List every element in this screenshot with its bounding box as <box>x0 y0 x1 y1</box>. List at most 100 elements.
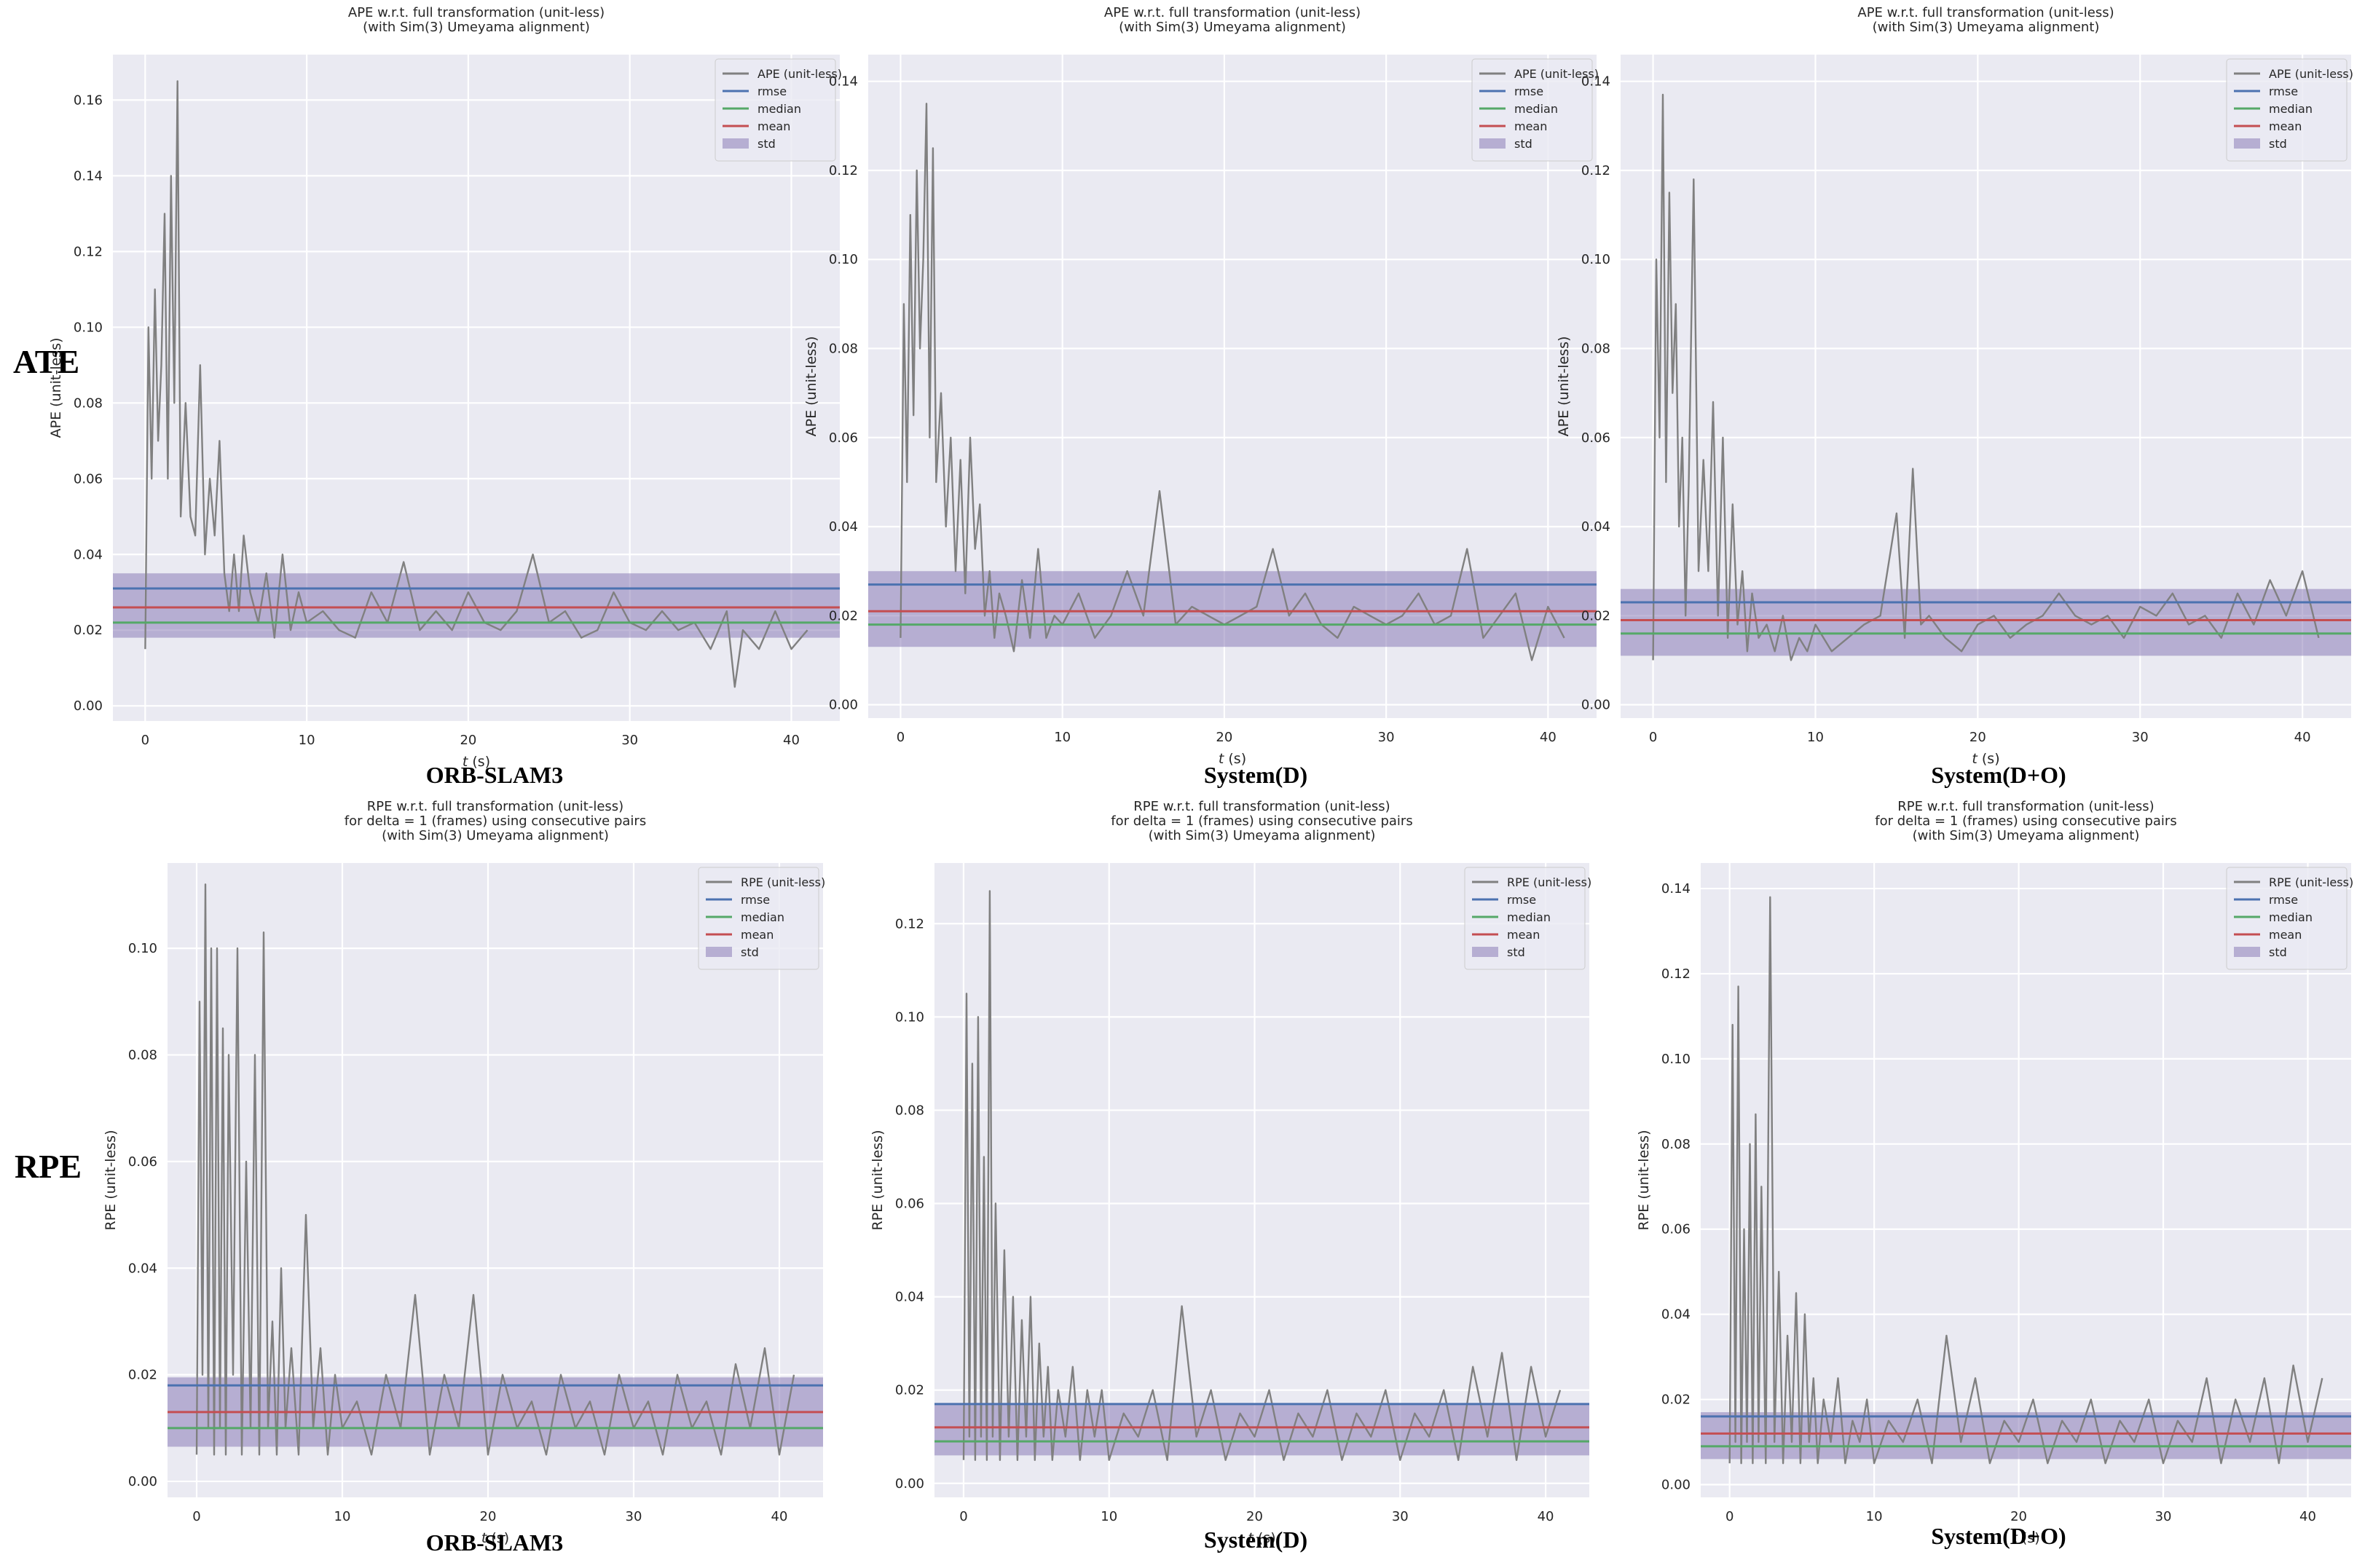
y-tick-label: 0.02 <box>829 608 858 623</box>
legend-label: std <box>757 137 776 151</box>
x-tick-label: 10 <box>1807 730 1824 745</box>
x-tick-label: 40 <box>1538 1509 1554 1524</box>
y-tick-label: 0.06 <box>1581 430 1610 446</box>
legend-label: std <box>1514 137 1532 151</box>
legend-label: APE (unit-less) <box>1514 67 1599 81</box>
y-tick-label: 0.02 <box>74 623 103 638</box>
std-band <box>1621 588 2351 656</box>
chart-title: for delta = 1 (frames) using consecutive… <box>345 813 646 829</box>
y-axis-label: RPE (unit-less) <box>870 1130 886 1231</box>
legend-label: mean <box>757 119 790 133</box>
x-tick-label: 40 <box>2299 1509 2316 1524</box>
row-label-rpe: RPE <box>15 1148 82 1185</box>
signal-line <box>1652 93 2320 661</box>
legend-label: RPE (unit-less) <box>1507 875 1591 889</box>
chart-title: (with Sim(3) Umeyama alignment) <box>1149 828 1376 843</box>
legend-label: median <box>741 910 784 924</box>
x-tick-label: 40 <box>1540 730 1557 745</box>
chart-1: 0 10 20 30 40 0.00 0.02 0.04 0.06 0.08 0.10 0.12 0.1… <box>48 5 842 770</box>
chart-title: for delta = 1 (frames) using consecutive… <box>1111 813 1412 829</box>
x-tick-label: 20 <box>1246 1509 1263 1524</box>
y-tick-label: 0.08 <box>1661 1137 1691 1152</box>
y-tick-label: 0.00 <box>74 698 103 714</box>
y-tick-label: 0.00 <box>1581 698 1610 713</box>
y-tick-label: 0.06 <box>128 1154 157 1170</box>
x-axis-label: t (s) <box>1972 751 1999 767</box>
chart-title: (with Sim(3) Umeyama alignment) <box>382 828 609 843</box>
chart-title: (with Sim(3) Umeyama alignment) <box>363 20 590 35</box>
y-tick-label: 0.04 <box>128 1261 157 1276</box>
legend-label: std <box>741 945 759 959</box>
y-tick-label: 0.12 <box>895 916 924 931</box>
y-tick-label: 0.02 <box>1661 1392 1691 1408</box>
y-tick-label: 0.04 <box>895 1290 924 1305</box>
legend-label: rmse <box>1507 893 1536 907</box>
legend-label: APE (unit-less) <box>757 67 842 81</box>
legend-box <box>1471 58 1593 162</box>
y-tick-label: 0.06 <box>74 471 103 486</box>
y-tick-label: 0.06 <box>829 430 858 446</box>
y-tick-label: 0.00 <box>128 1474 157 1489</box>
legend-label: RPE (unit-less) <box>741 875 825 889</box>
caption-bottom-systemdo: System(D+O) <box>1931 1523 2066 1549</box>
legend-label: rmse <box>757 84 787 98</box>
y-tick-label: 0.04 <box>74 547 103 562</box>
legend-label: median <box>2269 910 2313 924</box>
chart-title: APE w.r.t. full transformation (unit-les… <box>1857 5 2114 20</box>
caption-bottom-systemd: System(D) <box>1203 1526 1308 1553</box>
y-tick-label: 0.04 <box>1661 1307 1691 1323</box>
legend-label: mean <box>741 928 774 942</box>
x-tick-label: 30 <box>1378 730 1395 745</box>
legend: APE (unit-less) rmse median mean std <box>715 58 842 162</box>
chart-title: (with Sim(3) Umeyama alignment) <box>1913 828 2140 843</box>
chart-title: (with Sim(3) Umeyama alignment) <box>1873 20 2100 35</box>
caption-top-systemdo: System(D+O) <box>1931 762 2066 788</box>
signal-line <box>900 103 1565 661</box>
x-tick-label: 20 <box>1969 730 1986 745</box>
row-label-ate: ATE <box>13 343 80 380</box>
y-tick-label: 0.06 <box>1661 1222 1691 1237</box>
legend-label: std <box>1507 945 1525 959</box>
x-tick-label: 0 <box>141 733 149 748</box>
std-band <box>868 571 1597 647</box>
legend-label: median <box>1507 910 1551 924</box>
x-tick-label: 20 <box>1216 730 1232 745</box>
legend: RPE (unit-less) rmse median mean std <box>1464 867 1591 970</box>
y-tick-label: 0.02 <box>128 1368 157 1383</box>
std-band <box>113 573 840 638</box>
legend-box <box>715 58 836 162</box>
x-tick-label: 20 <box>480 1509 497 1524</box>
legend-box <box>1464 867 1586 970</box>
y-tick-label: 0.14 <box>1661 881 1691 897</box>
y-tick-label: 0.06 <box>895 1197 924 1212</box>
x-tick-label: 30 <box>2155 1509 2172 1524</box>
x-axis-label: t (s) <box>1219 751 1246 767</box>
y-axis-label: RPE (unit-less) <box>1636 1130 1652 1231</box>
x-tick-label: 10 <box>1054 730 1071 745</box>
y-axis-label: APE (unit-less) <box>803 336 819 437</box>
y-tick-label: 0.14 <box>829 74 858 90</box>
x-tick-label: 30 <box>621 733 638 748</box>
legend-swatch <box>1472 947 1498 957</box>
x-axis-label: t (s) <box>463 754 490 770</box>
x-tick-label: 30 <box>626 1509 642 1524</box>
legend-label: median <box>757 102 801 116</box>
y-tick-label: 0.12 <box>1661 966 1691 982</box>
legend: APE (unit-less) rmse median mean std <box>2226 58 2353 162</box>
y-axis-label: APE (unit-less) <box>48 338 64 438</box>
chart-title: RPE w.r.t. full transformation (unit-les… <box>1133 799 1390 814</box>
legend-label: std <box>2269 137 2287 151</box>
legend-label: median <box>2269 102 2313 116</box>
signal-line <box>962 890 1562 1461</box>
legend-box <box>2226 867 2348 970</box>
legend-swatch <box>2234 138 2260 149</box>
legend-label: rmse <box>741 893 770 907</box>
y-tick-label: 0.08 <box>1581 342 1610 357</box>
chart-4: 0 10 20 30 40 0.00 0.02 0.04 0.06 0.08 0.10 RPE w.r… <box>103 799 825 1546</box>
x-tick-label: 30 <box>1392 1509 1409 1524</box>
caption-bottom-orbslam3: ORB-SLAM3 <box>425 1529 564 1556</box>
y-tick-label: 0.10 <box>128 941 157 956</box>
x-axis-label: t (s) <box>1248 1530 1275 1546</box>
y-tick-label: 0.00 <box>1661 1477 1691 1492</box>
